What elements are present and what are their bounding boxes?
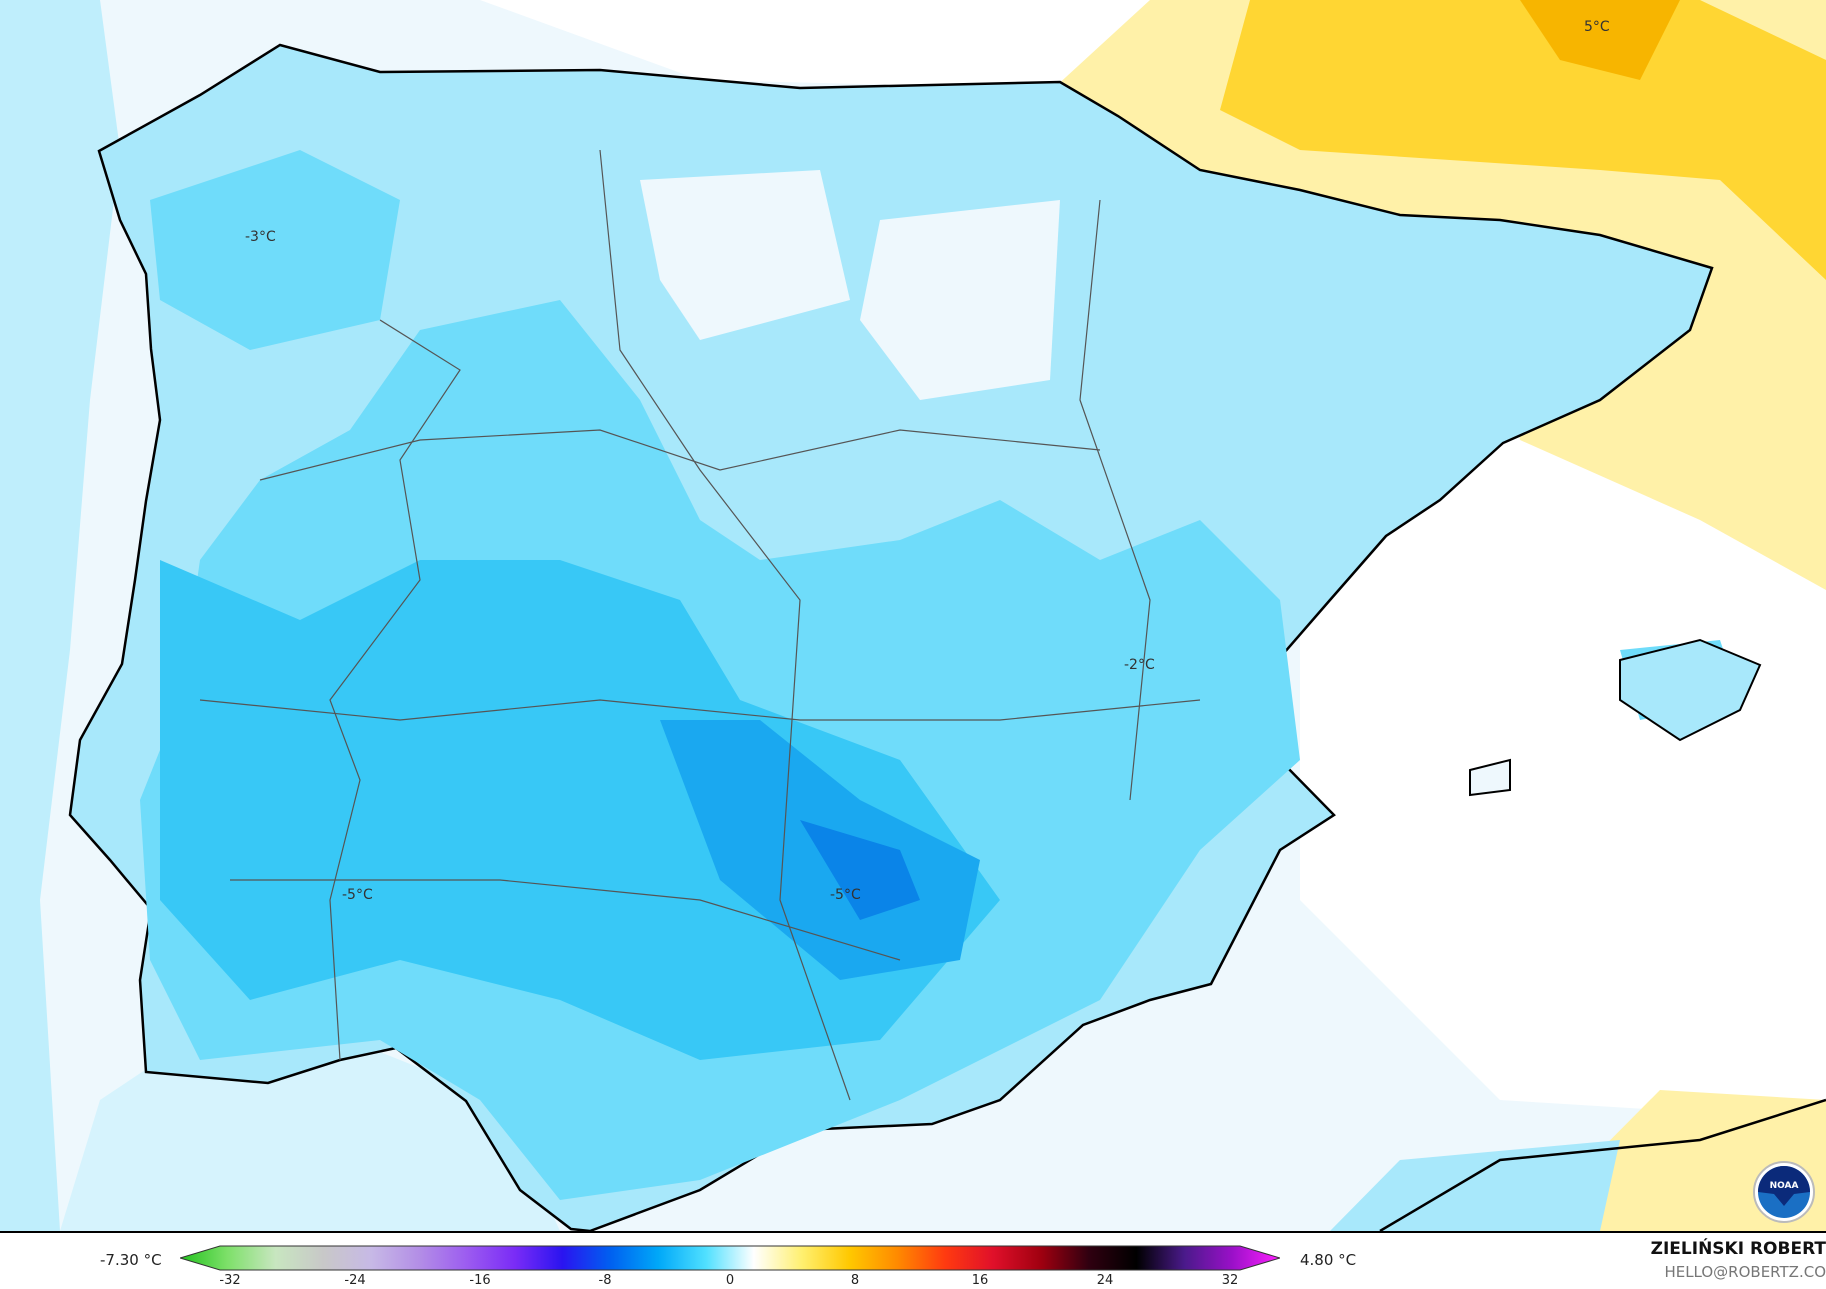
france-warm-zone-3: [1520, 0, 1680, 80]
south-sea-zone: [0, 1000, 560, 1231]
author-email: HELLO@ROBERTZ.CO: [1664, 1263, 1826, 1281]
legend-min-label: -7.30 °C: [100, 1251, 162, 1269]
med-white: [1300, 420, 1826, 1120]
legend-tick: -32: [219, 1273, 241, 1288]
legend-tick: 0: [725, 1273, 735, 1288]
color-scale-bar: [180, 1245, 1280, 1271]
mallorca: [1619, 638, 1762, 742]
temp-label: -5°C: [830, 887, 861, 903]
temperature-map: -3°C -2°C -5°C -5°C 5°C NOAA: [0, 0, 1826, 1231]
svg-text:NOAA: NOAA: [1770, 1181, 1799, 1191]
legend-tick: 24: [1096, 1273, 1114, 1288]
ibiza: [1469, 758, 1511, 797]
legend-tick: 16: [971, 1273, 989, 1288]
france-warm-zone-2: [1220, 0, 1826, 280]
region-borders: [199, 149, 1201, 1101]
africa-cold-zone: [1330, 1140, 1620, 1231]
north-sea-white: [480, 0, 1160, 90]
color-scale: [180, 1245, 1280, 1271]
legend-tick: -8: [598, 1273, 612, 1288]
temp-label: -2°C: [1124, 657, 1155, 673]
atlantic-cold-zone: [0, 0, 120, 1231]
legend-tick: 8: [850, 1273, 860, 1288]
legend-tick: -24: [344, 1273, 366, 1288]
legend-tick: -16: [469, 1273, 491, 1288]
temp-label: -3°C: [245, 229, 276, 245]
legend-tick: 32: [1221, 1273, 1239, 1288]
legend-footer: -7.30 °C -32 -24 -16 -8 0 8 16 24 32 4.80 °C ZIE…: [0, 1231, 1826, 1289]
author-name: ZIELIŃSKI ROBERT: [1650, 1239, 1826, 1259]
noaa-logo: NOAA: [1753, 1161, 1815, 1223]
cold-contours: [140, 150, 1740, 1200]
temp-label: -5°C: [342, 887, 373, 903]
legend-max-label: 4.80 °C: [1300, 1251, 1357, 1269]
africa-coast: [1379, 1098, 1826, 1231]
temp-label: 5°C: [1584, 19, 1610, 35]
